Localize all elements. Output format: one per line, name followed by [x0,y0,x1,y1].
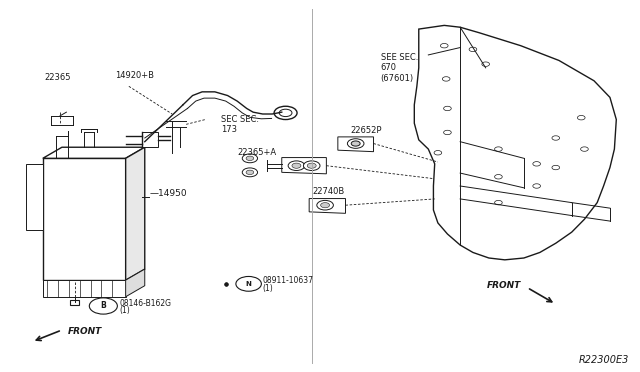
Circle shape [552,136,559,140]
Text: B: B [100,301,106,311]
Polygon shape [309,199,346,213]
Circle shape [236,276,261,291]
Text: 08146-B162G: 08146-B162G [119,299,172,308]
Polygon shape [282,158,326,174]
Text: 22365: 22365 [45,73,71,81]
Circle shape [348,139,364,148]
Polygon shape [43,280,125,297]
FancyBboxPatch shape [70,300,79,305]
Text: 22740B: 22740B [312,187,344,196]
Circle shape [495,201,502,205]
Circle shape [243,154,257,163]
Text: SEE SEC.
670
(67601): SEE SEC. 670 (67601) [381,53,418,83]
Circle shape [246,156,253,161]
Text: 14920+B: 14920+B [115,71,154,80]
Text: 22365+A: 22365+A [237,148,276,157]
Polygon shape [414,25,616,260]
Circle shape [469,47,477,52]
Polygon shape [26,164,43,230]
Polygon shape [338,137,374,152]
Circle shape [351,141,360,146]
Polygon shape [125,269,145,297]
Text: FRONT: FRONT [486,281,521,290]
Circle shape [307,163,316,168]
Circle shape [243,168,257,177]
Text: —14950: —14950 [149,189,187,198]
Text: R22300E3: R22300E3 [579,355,629,365]
Circle shape [279,109,292,116]
Text: FRONT: FRONT [68,327,102,336]
Circle shape [577,115,585,120]
Circle shape [552,165,559,170]
Circle shape [288,161,305,170]
Circle shape [434,151,442,155]
Polygon shape [125,147,145,280]
Text: 22652P: 22652P [351,126,382,135]
Circle shape [246,170,253,174]
Circle shape [495,174,502,179]
Text: N: N [246,281,252,287]
Circle shape [580,147,588,151]
Circle shape [533,161,540,166]
Circle shape [292,163,301,168]
Text: SEC SEC.
173: SEC SEC. 173 [221,115,259,134]
Circle shape [440,44,448,48]
Circle shape [274,106,297,119]
Circle shape [444,130,451,135]
Circle shape [317,201,333,210]
Circle shape [444,106,451,111]
Text: 08911-10637: 08911-10637 [262,276,314,285]
Circle shape [90,298,117,314]
Polygon shape [141,132,157,147]
Text: (1): (1) [119,306,130,315]
Circle shape [495,147,502,151]
Polygon shape [43,147,145,158]
Circle shape [303,161,320,170]
Circle shape [321,203,330,208]
Circle shape [442,77,450,81]
Polygon shape [43,158,125,280]
Circle shape [482,62,490,66]
Text: (1): (1) [262,284,273,293]
Circle shape [533,184,540,188]
